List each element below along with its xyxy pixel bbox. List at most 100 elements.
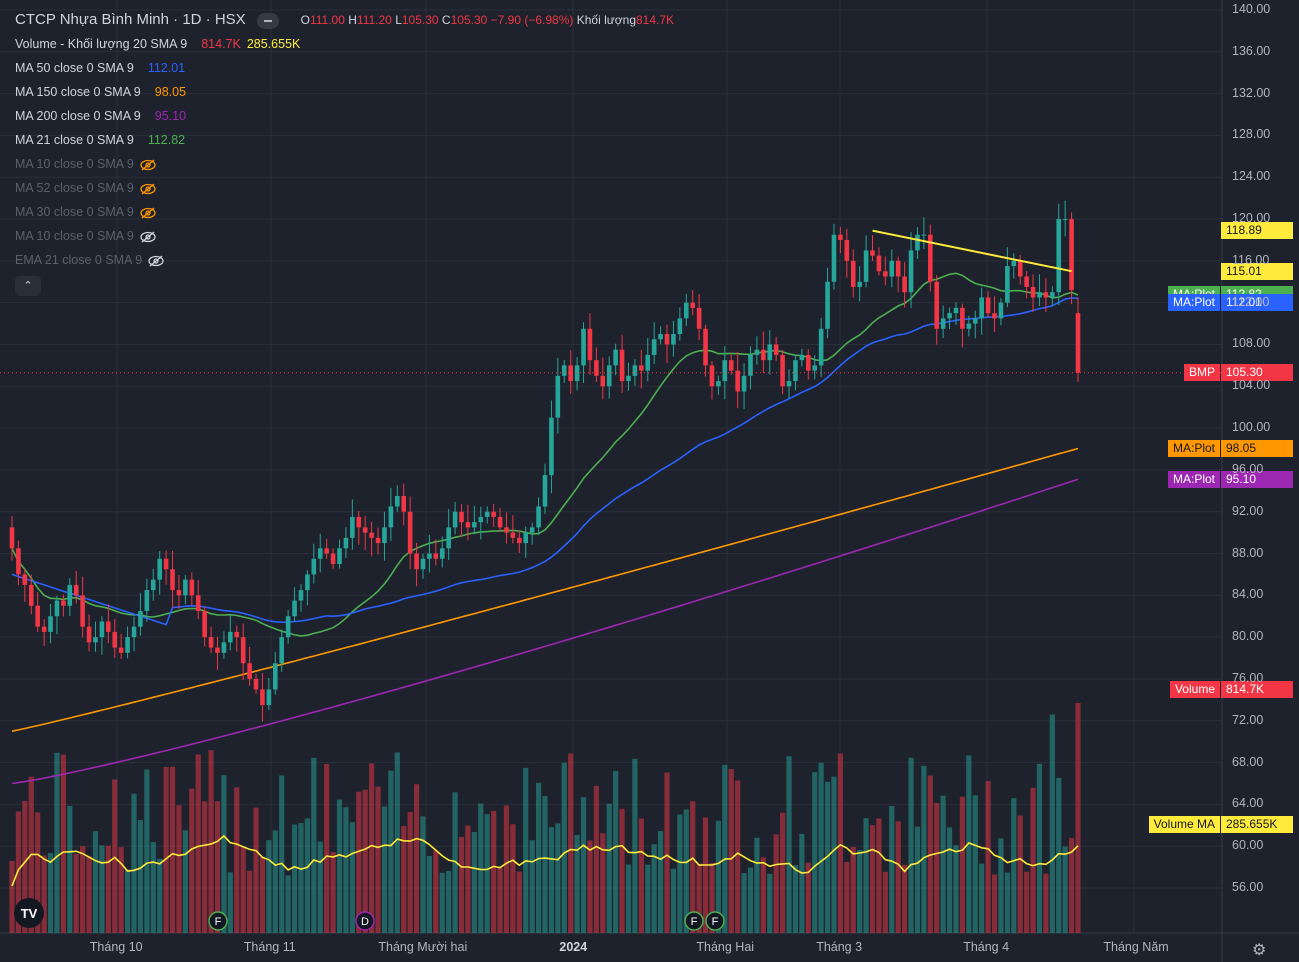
close-value: 105.30 [450,13,488,27]
candle-body [998,302,1004,319]
candle-body [876,255,882,272]
price-tag-label: Volume MA [1148,815,1220,833]
x-tick-label: Tháng 10 [89,940,143,954]
more-options-icon[interactable] [257,12,280,29]
indicator-label: MA 200 close 0 SMA 9 [15,109,141,123]
volume-bar [1049,714,1055,933]
candle-body [80,595,85,627]
candle-body [1030,286,1036,298]
volume-bar [324,764,330,933]
candle-body [838,234,843,240]
candle-body [330,553,336,564]
volume-bar [362,789,368,933]
volume-bar [1030,787,1036,933]
volume-bar [413,784,420,933]
candle-body [99,621,105,638]
volume-bar [41,855,47,933]
eye-crossed-icon[interactable] [148,255,164,267]
volume-bar [985,781,991,933]
volume-bar [677,814,683,933]
eye-crossed-icon[interactable] [140,207,156,219]
symbol-title[interactable]: CTCP Nhựa Bình Minh · 1D · HSX [15,11,246,28]
price-tag-value: 112.01 [1221,294,1293,312]
candle-body [1062,219,1068,221]
event-marker: F [705,911,725,931]
indicator-row[interactable]: MA 21 close 0 SMA 9 112.82 [15,128,674,152]
volume-bar [369,763,375,933]
candle-body [972,318,978,324]
event-marker-circle [208,911,228,931]
volume-bar [227,872,233,933]
y-tick-label: 112.00 [1232,294,1270,309]
eye-crossed-icon[interactable] [140,159,156,171]
candle-body [857,281,862,287]
candle-body [600,375,606,387]
volume-bar [1043,873,1049,933]
legend-panel: CTCP Nhựa Bình Minh · 1D · HSX O111.00 H… [15,8,674,296]
indicator-row[interactable]: EMA 21 close 0 SMA 9 [15,248,674,272]
volume-bar [86,856,92,933]
candle-body [870,250,875,256]
candle-body [728,360,734,371]
trendline-tag-high: 118.89 [1221,222,1293,240]
volume-bar [1036,763,1043,933]
price-tag-value: 95.10 [1221,470,1293,488]
candle-body [112,631,118,648]
indicator-row[interactable]: MA 200 close 0 SMA 9 95.10 [15,104,674,128]
indicator-row[interactable]: MA 52 close 0 SMA 9 [15,176,674,200]
candle-body [298,590,304,601]
price-tag-label: Volume [1169,680,1220,698]
candle-body [157,558,162,580]
tradingview-logo[interactable]: TV [14,898,44,928]
gear-icon[interactable]: ⚙ [1252,942,1267,959]
moving-average-lines [11,272,1079,887]
candle-body [908,250,914,293]
volume-bar [446,871,452,933]
volume-bar [195,754,201,933]
ohlc-readout: O111.00 H111.20 L105.30 C105.30 −7.90 (−… [300,13,675,27]
indicator-row[interactable]: MA 30 close 0 SMA 9 [15,200,674,224]
volume-bar [484,814,490,933]
candle-body [979,297,984,319]
volume-bar [1017,815,1023,933]
volume-value: 814.7K [636,13,675,27]
eye-crossed-icon[interactable] [140,183,156,195]
volume-bar [805,862,811,933]
indicator-label: Volume - Khối lượng 20 SMA 9 [15,37,188,51]
indicator-row[interactable]: Volume - Khối lượng 20 SMA 9 814.7K 285.65… [15,32,674,56]
volume-bar [516,871,522,933]
indicator-label: EMA 21 close 0 SMA 9 [15,253,143,267]
volume-bar [600,833,606,933]
volume-bar [998,838,1004,933]
candle-body [240,637,246,664]
candle-body [459,511,464,523]
volume-bar [670,868,677,933]
indicator-row[interactable]: MA 10 close 0 SMA 9 [15,224,674,248]
indicator-row[interactable]: MA 50 close 0 SMA 9 112.01 [15,56,674,80]
event-marker-circle [684,911,704,931]
volume-bar [182,830,188,933]
volume-bar [548,827,555,933]
eye-crossed-icon[interactable] [140,231,156,243]
collapse-legend-button[interactable]: ⌃ [15,276,41,296]
volume-bar [908,757,914,933]
volume-bar [979,863,985,933]
candle-body [780,354,785,387]
candle-body [606,365,612,387]
volume-bar [625,864,632,933]
volume-bar [157,858,163,933]
volume-bar [735,780,741,933]
volume-bar [285,875,291,933]
volume-bar [503,805,510,933]
ma200-line [11,478,1079,785]
candle-body [247,663,252,679]
price-tag-label: MA:Plot [1167,294,1220,312]
indicator-row[interactable]: MA 150 close 0 SMA 9 98.05 [15,80,674,104]
volume-bar [773,834,779,933]
candle-body [67,584,73,606]
candle-body [915,234,920,251]
candle-body [125,637,130,653]
event-marker-label: F [691,916,698,928]
indicator-row[interactable]: MA 10 close 0 SMA 9 [15,152,674,176]
